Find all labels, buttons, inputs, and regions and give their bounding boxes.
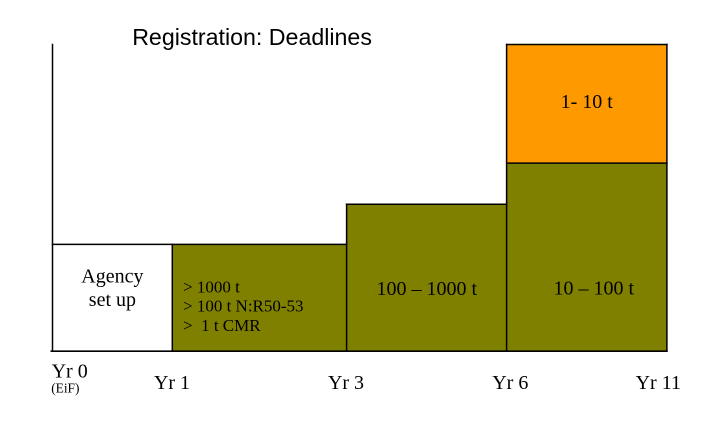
svg-text:> 100 t N:R50-53: > 100 t N:R50-53 (183, 297, 304, 316)
svg-text:set up: set up (89, 289, 136, 311)
svg-text:Yr 6: Yr 6 (492, 372, 528, 394)
svg-text:1- 10 t: 1- 10 t (561, 91, 614, 113)
svg-text:Yr 3: Yr 3 (328, 372, 364, 394)
svg-text:10 – 100 t: 10 – 100 t (554, 278, 635, 300)
svg-text:> 1000 t: > 1000 t (183, 278, 240, 297)
svg-text:Yr 1: Yr 1 (154, 372, 190, 394)
svg-text:Yr 11: Yr 11 (636, 372, 681, 394)
svg-text:> 1 t CMR: > 1 t CMR (183, 316, 261, 335)
svg-text:Agency: Agency (81, 266, 143, 288)
svg-text:(EiF): (EiF) (51, 381, 79, 396)
svg-text:Registration: Deadlines: Registration: Deadlines (132, 24, 372, 50)
svg-text:Yr 0: Yr 0 (52, 360, 88, 382)
svg-text:100 – 1000 t: 100 – 1000 t (377, 278, 478, 300)
